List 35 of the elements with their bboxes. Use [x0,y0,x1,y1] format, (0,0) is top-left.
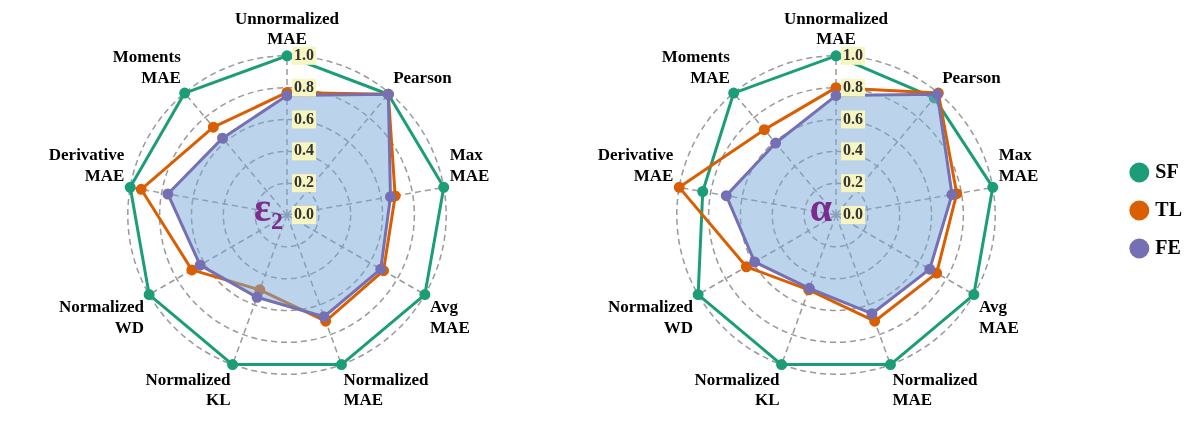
text: α [809,185,832,231]
y-tick-label: 0.4 [843,141,863,159]
spoke-label: Avg MAE [979,297,1019,337]
y-tick-label: 0.8 [294,77,314,95]
spoke-label: Normalized MAE [892,369,979,410]
spoke-label: Max MAE [998,145,1039,185]
spoke-label: Normalized KL [145,369,232,410]
spoke-label: Pearson [393,67,453,87]
legend-label: TL [1155,197,1183,220]
y-tick-label: 1.0 [843,45,863,63]
spoke-label: Normalized KL [694,369,781,410]
y-tick-label: 0.0 [294,205,314,223]
y-tick-label: 0.6 [843,109,863,127]
spoke-label: Moments MAE [661,47,731,87]
spoke-label: Avg MAE [430,297,470,337]
y-tick-label: 0.2 [294,173,314,191]
spoke-label: Derivative MAE [597,145,674,185]
y-tick-label: 0.8 [843,77,863,95]
y-tick-label: 0.2 [843,173,863,191]
spoke-label: Normalized WD [607,297,694,337]
spoke-label: Unnormalized MAE [235,8,340,48]
y-tick-label: 1.0 [294,45,314,63]
legend-label: FE [1155,235,1181,258]
y-tick-label: 0.0 [843,205,863,223]
spoke-label: Normalized MAE [343,369,430,410]
spoke-label: Moments MAE [112,47,182,87]
text: ε₂ [253,185,283,231]
spoke-label: Derivative MAE [48,145,125,185]
spoke-label: Max MAE [449,145,490,185]
y-tick-label: 0.6 [294,109,314,127]
spoke-label: Normalized WD [58,297,145,337]
spoke-label: Unnormalized MAE [784,8,889,48]
legend-label: SF [1155,159,1179,182]
y-tick-label: 0.4 [294,141,314,159]
spoke-label: Pearson [942,67,1002,87]
